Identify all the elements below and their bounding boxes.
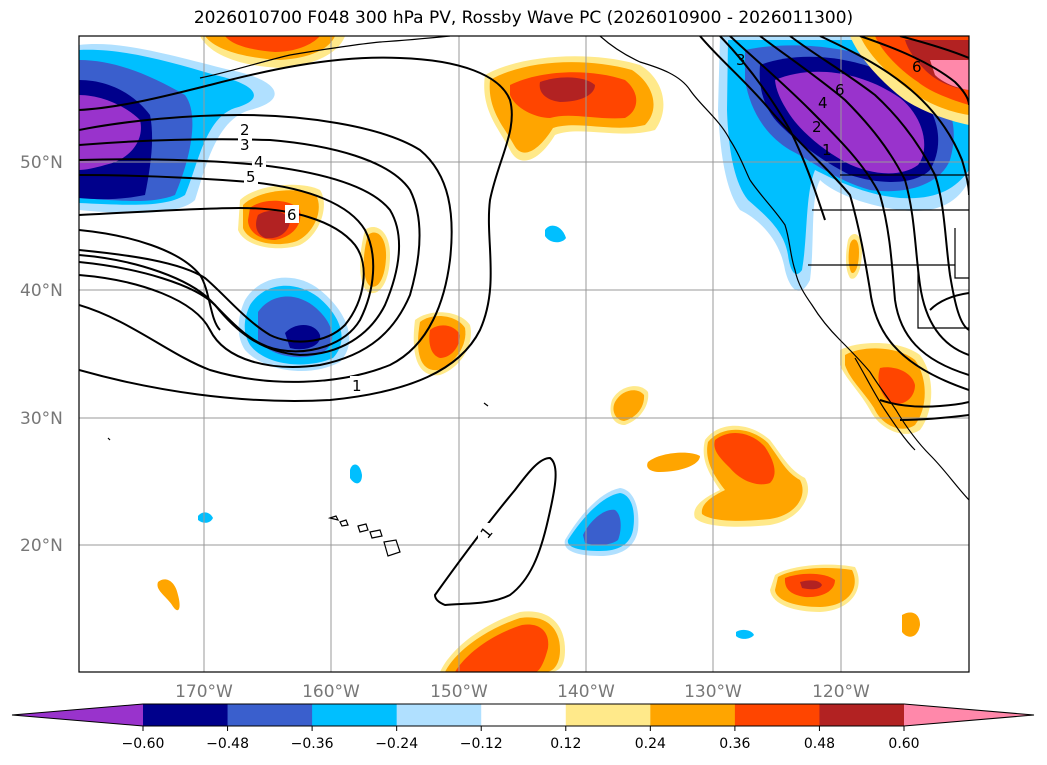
- lat-label: 20°N: [20, 536, 63, 556]
- lat-label: 50°N: [20, 153, 63, 173]
- contour-label: 2: [240, 121, 250, 139]
- contour-label: 2: [812, 118, 822, 136]
- anomaly-positive-south: [440, 611, 565, 672]
- colorbar-tick-label: −0.36: [291, 736, 334, 752]
- lon-label: 160°W: [302, 682, 360, 702]
- anomaly-negative-west: [79, 44, 275, 213]
- colorbar-segment: [650, 704, 736, 726]
- contour-label: 4: [254, 153, 264, 171]
- map-frame: [78, 35, 970, 673]
- anomaly-positive-north: [484, 56, 664, 161]
- lat-label: 30°N: [20, 409, 63, 429]
- colorbar-tick-label: 0.12: [550, 736, 581, 752]
- colorbar-segment: [227, 704, 313, 726]
- latitude-labels: 50°N 40°N 30°N 20°N: [20, 153, 63, 556]
- contour-label: 1: [822, 141, 832, 159]
- pv-contours: [79, 36, 969, 607]
- chart-title: 2026010700 F048 300 hPa PV, Rossby Wave …: [193, 8, 854, 28]
- contour-label: 6: [287, 206, 297, 224]
- anomaly-positive-small-3: [610, 386, 649, 425]
- colorbar-segment: [396, 704, 482, 726]
- lat-label: 40°N: [20, 281, 63, 301]
- anomaly-negative-tiny-3: [198, 512, 213, 523]
- anomaly-negative-south: [564, 488, 639, 556]
- contour-label: 5: [246, 168, 256, 186]
- colorbar-segment: [312, 704, 398, 726]
- contour-labels: 1 1 2 3 4 5 6 6 3 4 2 1 6: [238, 51, 922, 542]
- anomaly-positive-top-left: [200, 36, 345, 68]
- contour-label: 3: [240, 136, 250, 154]
- lon-label: 150°W: [430, 682, 488, 702]
- colorbar-tick-label: −0.48: [206, 736, 249, 752]
- coastlines: [107, 36, 969, 557]
- colorbar-tick-label: −0.12: [460, 736, 503, 752]
- colorbar-segment: [481, 704, 567, 726]
- lon-label: 130°W: [684, 682, 742, 702]
- colorbar-extend-max: [904, 704, 1034, 726]
- contour-label: 6: [835, 81, 845, 99]
- contour-label: 4: [818, 94, 828, 112]
- contour-label: 1: [352, 377, 362, 395]
- colorbar-tick-label: 0.36: [719, 736, 750, 752]
- colorbar-segment: [143, 704, 229, 726]
- anomaly-positive-small-1: [360, 227, 390, 294]
- colorbar-tick-label: 0.60: [888, 736, 919, 752]
- anomaly-positive-east-mid: [694, 425, 809, 527]
- anomaly-positive-tiny-1: [157, 579, 180, 611]
- anomaly-negative-tiny-1: [545, 225, 566, 243]
- anomaly-positive-top-right: [850, 36, 969, 125]
- colorbar-segment: [819, 704, 905, 726]
- contour-label: 6: [912, 58, 922, 76]
- anomaly-positive-south-east: [770, 564, 859, 612]
- colorbar-segment: [565, 704, 651, 726]
- colorbar-tick-label: 0.48: [804, 736, 835, 752]
- colorbar-tick-label: −0.24: [375, 736, 418, 752]
- colorbar-extend-min: [12, 704, 143, 726]
- lon-label: 140°W: [557, 682, 615, 702]
- anomaly-positive-socal: [840, 343, 932, 434]
- colorbar: −0.60 −0.48 −0.36 −0.24 −0.12 0.12 0.24 0.36 0.4…: [11, 703, 1035, 752]
- contour-label: 3: [736, 51, 746, 69]
- longitude-labels: 170°W 160°W 150°W 140°W 130°W 120°W: [175, 682, 870, 702]
- colorbar-segment: [734, 704, 820, 726]
- anomaly-positive-tiny-2: [902, 612, 920, 637]
- colorbar-tick-label: −0.60: [122, 736, 165, 752]
- anomaly-negative-tiny-2: [350, 464, 362, 484]
- colorbar-tick-label: 0.24: [635, 736, 666, 752]
- anomaly-negative-tiny-4: [736, 629, 754, 639]
- lon-label: 120°W: [812, 682, 870, 702]
- anomaly-positive-small-4: [647, 452, 700, 472]
- anomaly-positive-west: [238, 184, 324, 249]
- lon-label: 170°W: [175, 682, 233, 702]
